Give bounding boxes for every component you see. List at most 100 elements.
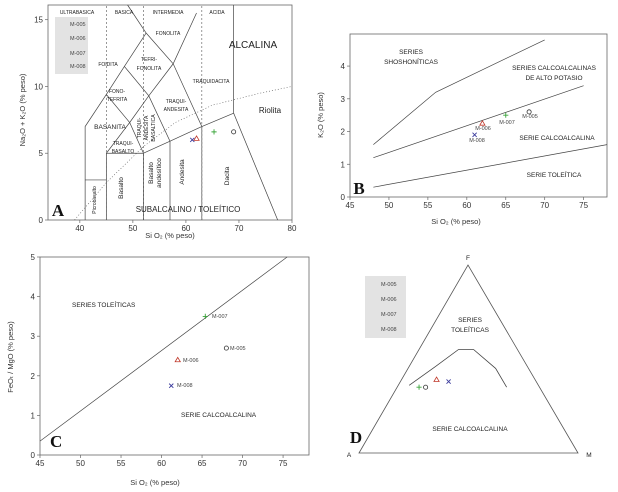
legend-d-label-m006: M-006 bbox=[381, 297, 397, 303]
panel-letter-d: D bbox=[350, 428, 362, 447]
panel-a-point-m-006 bbox=[193, 135, 200, 141]
panel-c-ylabel: FeOₜ / MgO (% peso) bbox=[6, 321, 15, 393]
legend-a-label-m005: M-005 bbox=[70, 22, 86, 28]
field-traquidacita: TRAQUIDACITA bbox=[193, 79, 231, 85]
panel-b-ylabel: K₂O (% peso) bbox=[316, 92, 325, 138]
field-andesita: Andesita bbox=[179, 159, 186, 185]
panel-c-plot-frame bbox=[39, 256, 310, 456]
field-serie-calcoalcalina: SERIE CALCOALCALINA bbox=[519, 135, 595, 142]
panel-c-x-tick-label: 65 bbox=[198, 459, 207, 468]
field-series-shoshoniticas-2: SHOSHONÍTICAS bbox=[384, 57, 438, 66]
panel-letter-c: C bbox=[50, 432, 62, 451]
field-basalto-andesitico-1: Basalto bbox=[148, 162, 155, 184]
field-basanita: BASANITA bbox=[94, 124, 126, 131]
panel-c-y-tick-label: 3 bbox=[31, 332, 36, 341]
legend-d: M-005 M-006 M-007 M-008 bbox=[365, 276, 406, 338]
panel-a-boundary-line bbox=[233, 113, 279, 221]
point-label-m008: M-008 bbox=[469, 138, 485, 144]
panel-b-y-tick-label: 0 bbox=[341, 193, 346, 202]
panel-c-point-m-007 bbox=[202, 313, 208, 319]
panel-a-y-tick-label: 10 bbox=[34, 82, 43, 91]
header-intermedia: INTERMEDIA bbox=[153, 10, 185, 16]
panel-a-x-tick-label: 70 bbox=[235, 224, 244, 233]
panel-b-x-tick-label: 45 bbox=[346, 201, 355, 210]
field-series-toleiticas: SERIES TOLEÍTICAS bbox=[72, 300, 136, 309]
panel-d-ternary-triangle bbox=[358, 264, 579, 454]
field-picrobasalto: Picrobasalto bbox=[92, 186, 98, 214]
panel-letter-a: A bbox=[52, 201, 65, 220]
panel-a-y-tick-label: 15 bbox=[34, 16, 43, 25]
panel-d-point-m-006 bbox=[433, 376, 440, 382]
vertex-label-f: F bbox=[466, 255, 470, 262]
panel-c-y-tick-label: 1 bbox=[31, 411, 36, 420]
panel-c-y-tick-label: 2 bbox=[31, 372, 36, 381]
point-label-m005: M-005 bbox=[522, 114, 538, 120]
panel-b-xlabel: Si O₂ (% peso) bbox=[431, 217, 481, 226]
panel-c-x-tick-label: 60 bbox=[157, 459, 166, 468]
field-serie-toleitica: SERIE TOLEÍTICA bbox=[527, 170, 582, 179]
panel-d-labels: F A M SERIES TOLEÍTICAS SERIE CALCOALCAL… bbox=[347, 255, 592, 459]
field-traquibasalto-1: TRAQUI- bbox=[113, 141, 134, 147]
legend-a: M-005 M-006 M-007 M-008 bbox=[55, 17, 88, 74]
panel-b-point-m-006 bbox=[479, 119, 486, 126]
field-dacita: Dacita bbox=[224, 166, 231, 185]
panel-b-labels: SERIES SHOSHONÍTICAS SERIES CALCOALCALIN… bbox=[316, 49, 597, 226]
legend-a-label-m008: M-008 bbox=[70, 64, 86, 70]
panel-a-x-tick-label: 50 bbox=[128, 224, 137, 233]
panel-d-boundary-line bbox=[408, 349, 507, 388]
panel-b-point-m-007 bbox=[503, 112, 509, 118]
legend-a-label-m007: M-007 bbox=[70, 51, 86, 57]
field-traquiandesita-2: ANDESITA bbox=[164, 107, 189, 113]
panel-a-point-m-007 bbox=[211, 129, 217, 135]
panel-a-x-tick-label: 60 bbox=[181, 224, 190, 233]
panel-b-boundary-line bbox=[373, 85, 584, 159]
panel-c-y-tick-label: 4 bbox=[31, 293, 36, 302]
panel-letter-b: B bbox=[353, 179, 364, 198]
panel-c-y-tick-label: 0 bbox=[31, 451, 36, 460]
legend-d-label-m005: M-005 bbox=[381, 282, 397, 288]
panel-a-y-tick-label: 5 bbox=[39, 149, 44, 158]
panel-c-y-tick-label: 5 bbox=[31, 253, 36, 262]
panel-b-x-tick-label: 55 bbox=[423, 201, 432, 210]
field-alto-potasio-2: DE ALTO POTASIO bbox=[525, 75, 582, 82]
legend-d-label-m007: M-007 bbox=[381, 312, 397, 318]
panel-b-y-tick-label: 1 bbox=[341, 160, 346, 169]
field-riolita: Riolita bbox=[259, 106, 282, 115]
point-label-m007: M-007 bbox=[499, 120, 515, 126]
field-serie-calcoalcalina: SERIE CALCOALCALINA bbox=[432, 426, 508, 433]
panel-b-x-tick-label: 60 bbox=[462, 201, 471, 210]
legend-a-background bbox=[55, 17, 88, 74]
panel-a-boundary-line bbox=[124, 66, 171, 142]
field-traquiandesita-basaltica-2: ANDESITA bbox=[144, 115, 150, 140]
panel-c-point-m-006 bbox=[174, 356, 182, 363]
point-label-m006: M-006 bbox=[475, 126, 491, 132]
panel-a-x-tick-label: 80 bbox=[288, 224, 297, 233]
field-traquiandesita-basaltica-3: BASALTICA bbox=[151, 114, 157, 142]
panel-d-point-m-005 bbox=[423, 384, 429, 390]
panel-a-ylabel: Na₂O + K₂O (% peso) bbox=[18, 73, 27, 146]
panel-b-x-tick-label: 75 bbox=[579, 201, 588, 210]
panel-a-point-m-005 bbox=[231, 129, 237, 135]
field-tefrifonolita-1: TEFRI- bbox=[141, 57, 157, 63]
field-series-shoshoniticas-1: SERIES bbox=[399, 49, 424, 56]
panel-a-labels: ULTRABASICA BASICA INTERMEDIA ACIDA FONO… bbox=[18, 10, 282, 240]
panel-b-point-m-008 bbox=[472, 132, 478, 138]
field-tefrifonolita-2: FONOLITA bbox=[137, 66, 162, 72]
panel-b-plot-frame bbox=[349, 33, 608, 198]
panel-c-point-m-005 bbox=[223, 345, 229, 351]
field-fonotefrita-1: FONO- bbox=[109, 89, 125, 95]
legend-d-label-m008: M-008 bbox=[381, 327, 397, 333]
point-label-m007: M-007 bbox=[212, 314, 228, 320]
panel-c-x-tick-label: 75 bbox=[279, 459, 288, 468]
field-traquiandesita-basaltica-1: TRAQUI- bbox=[137, 117, 143, 138]
header-acida: ACIDA bbox=[209, 10, 225, 16]
point-label-m008: M-008 bbox=[177, 383, 193, 389]
field-alto-potasio-1: SERIES CALCOALCALINAS bbox=[512, 65, 596, 72]
panel-b-x-tick-label: 70 bbox=[540, 201, 549, 210]
panel-c-x-tick-label: 70 bbox=[238, 459, 247, 468]
legend-a-label-m006: M-006 bbox=[70, 36, 86, 42]
field-basalto-andesitico-2: andesítico bbox=[156, 158, 163, 188]
panel-b-boundary-line bbox=[373, 144, 608, 188]
